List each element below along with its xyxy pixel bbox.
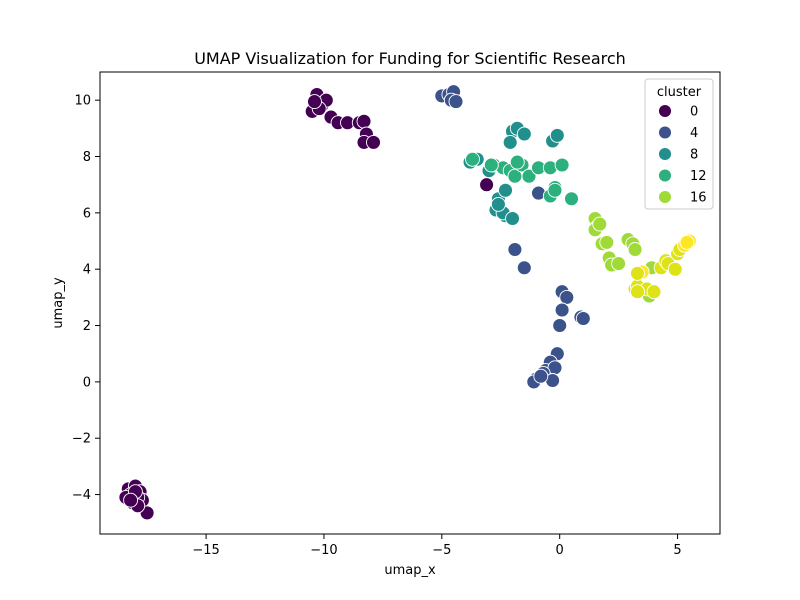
data-point [483, 157, 499, 173]
y-tick-label: −4 [72, 488, 91, 503]
legend-marker [658, 190, 672, 204]
chart-title: UMAP Visualization for Funding for Scien… [194, 49, 626, 68]
data-point [611, 256, 627, 272]
x-tick-label: 5 [673, 543, 681, 558]
legend-label: 0 [690, 105, 698, 120]
data-point [465, 151, 480, 167]
legend-title: cluster [657, 85, 702, 100]
data-point [490, 196, 506, 212]
data-point [630, 265, 645, 281]
y-tick-label: 10 [74, 94, 91, 109]
y-tick-label: 4 [83, 263, 91, 278]
y-tick-label: 6 [83, 206, 91, 221]
data-point [630, 284, 645, 300]
legend-label: 4 [690, 126, 698, 141]
x-tick-label: −5 [432, 543, 451, 558]
legend: cluster 0 4 8 12 16 [644, 78, 714, 210]
legend-marker [658, 168, 672, 183]
y-tick-label: 0 [83, 375, 91, 390]
data-point [549, 127, 565, 143]
data-point [507, 242, 523, 257]
legend-marker [658, 104, 672, 118]
y-tick-label: 2 [83, 319, 91, 334]
data-point [667, 261, 683, 277]
legend-marker [658, 125, 672, 140]
data-point [592, 216, 608, 232]
data-point [502, 134, 518, 150]
data-point [599, 234, 615, 250]
data-point [554, 302, 570, 318]
data-point [498, 182, 513, 198]
data-point [366, 134, 381, 150]
data-point [646, 284, 662, 300]
data-point [575, 311, 591, 326]
legend-label: 8 [690, 148, 698, 163]
data-point [516, 260, 532, 276]
plot-frame [99, 71, 721, 535]
points-layer [118, 84, 697, 521]
data-point [559, 289, 575, 305]
data-point [356, 113, 372, 129]
x-axis-label: umap_x [384, 563, 436, 578]
x-tick-label: 0 [556, 543, 564, 558]
y-tick-label: −2 [72, 432, 91, 447]
y-tick-label: 8 [83, 150, 91, 165]
y-axis-label: umap_y [51, 277, 66, 329]
data-point [552, 318, 568, 333]
x-axis-ticks: −15 −10 −5 0 5 [192, 534, 682, 558]
data-point [679, 234, 695, 250]
legend-entries: 0 4 8 12 16 [658, 104, 707, 206]
y-axis-ticks: −4 −2 0 2 4 6 8 10 [72, 94, 100, 503]
data-point [627, 242, 643, 257]
data-point [547, 182, 563, 198]
data-point [509, 154, 525, 170]
data-point [516, 126, 532, 142]
legend-label: 16 [690, 191, 707, 206]
data-point [505, 211, 520, 226]
data-point [479, 177, 495, 193]
x-tick-label: −10 [310, 543, 337, 558]
data-point [307, 94, 322, 110]
data-point [533, 368, 549, 384]
legend-marker [658, 147, 672, 161]
data-point [521, 168, 537, 184]
data-point [448, 94, 464, 110]
x-tick-label: −15 [192, 543, 219, 558]
legend-label: 12 [690, 169, 707, 184]
data-point [123, 492, 139, 508]
data-point [564, 191, 579, 207]
data-point [554, 157, 570, 173]
